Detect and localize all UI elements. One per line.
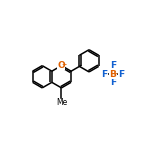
Text: +: + xyxy=(61,62,66,67)
Text: −: − xyxy=(113,70,118,75)
Text: B: B xyxy=(110,70,116,79)
Text: O: O xyxy=(57,61,65,70)
Text: F: F xyxy=(110,78,116,87)
Text: Me: Me xyxy=(56,98,67,107)
Text: F: F xyxy=(101,70,107,79)
Text: F: F xyxy=(119,70,125,79)
Text: F: F xyxy=(110,61,116,70)
